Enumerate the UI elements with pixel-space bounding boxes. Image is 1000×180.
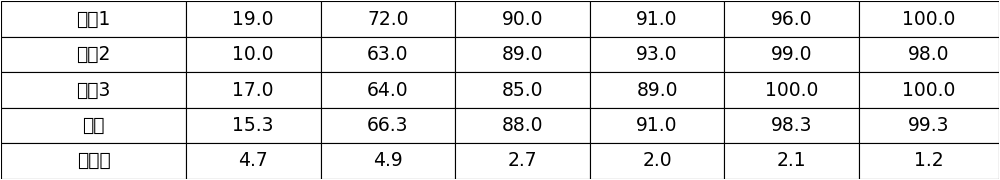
Bar: [1, 72, 186, 108]
Bar: [590, 108, 724, 143]
Text: 85.0: 85.0: [502, 80, 543, 100]
Text: 98.0: 98.0: [908, 45, 950, 64]
Bar: [320, 108, 455, 143]
Bar: [590, 37, 724, 72]
Bar: [1, 143, 186, 179]
Bar: [590, 1, 724, 37]
Text: 98.3: 98.3: [771, 116, 812, 135]
Bar: [455, 108, 590, 143]
Text: 2.0: 2.0: [642, 151, 672, 170]
Bar: [724, 1, 859, 37]
Text: 重复2: 重复2: [76, 45, 111, 64]
Text: 93.0: 93.0: [636, 45, 678, 64]
Text: 重复3: 重复3: [76, 80, 111, 100]
Bar: [859, 108, 999, 143]
Bar: [186, 108, 320, 143]
Bar: [859, 37, 999, 72]
Bar: [1, 108, 186, 143]
Text: 1.2: 1.2: [914, 151, 944, 170]
Bar: [320, 1, 455, 37]
Text: 63.0: 63.0: [367, 45, 409, 64]
Text: 17.0: 17.0: [232, 80, 274, 100]
Bar: [186, 37, 320, 72]
Bar: [590, 143, 724, 179]
Text: 4.7: 4.7: [238, 151, 268, 170]
Text: 89.0: 89.0: [502, 45, 543, 64]
Text: 99.3: 99.3: [908, 116, 950, 135]
Bar: [859, 1, 999, 37]
Text: 100.0: 100.0: [902, 10, 955, 29]
Text: 99.0: 99.0: [771, 45, 812, 64]
Text: 重复1: 重复1: [76, 10, 111, 29]
Text: 90.0: 90.0: [502, 10, 543, 29]
Text: 88.0: 88.0: [502, 116, 543, 135]
Bar: [590, 72, 724, 108]
Bar: [455, 72, 590, 108]
Text: 89.0: 89.0: [636, 80, 678, 100]
Bar: [859, 72, 999, 108]
Text: 66.3: 66.3: [367, 116, 409, 135]
Text: 15.3: 15.3: [232, 116, 274, 135]
Bar: [859, 143, 999, 179]
Text: 10.0: 10.0: [232, 45, 274, 64]
Text: 91.0: 91.0: [636, 10, 678, 29]
Bar: [724, 108, 859, 143]
Text: 96.0: 96.0: [771, 10, 812, 29]
Bar: [724, 143, 859, 179]
Bar: [320, 143, 455, 179]
Text: 2.7: 2.7: [508, 151, 537, 170]
Text: 72.0: 72.0: [367, 10, 409, 29]
Bar: [1, 37, 186, 72]
Bar: [724, 37, 859, 72]
Bar: [320, 72, 455, 108]
Bar: [455, 37, 590, 72]
Bar: [186, 143, 320, 179]
Bar: [455, 143, 590, 179]
Text: 91.0: 91.0: [636, 116, 678, 135]
Bar: [455, 1, 590, 37]
Bar: [186, 72, 320, 108]
Text: 4.9: 4.9: [373, 151, 403, 170]
Text: 标准差: 标准差: [77, 151, 111, 170]
Text: 2.1: 2.1: [777, 151, 807, 170]
Text: 19.0: 19.0: [232, 10, 274, 29]
Text: 平均: 平均: [82, 116, 105, 135]
Bar: [724, 72, 859, 108]
Text: 100.0: 100.0: [765, 80, 818, 100]
Bar: [320, 37, 455, 72]
Bar: [1, 1, 186, 37]
Text: 64.0: 64.0: [367, 80, 409, 100]
Bar: [186, 1, 320, 37]
Text: 100.0: 100.0: [902, 80, 955, 100]
